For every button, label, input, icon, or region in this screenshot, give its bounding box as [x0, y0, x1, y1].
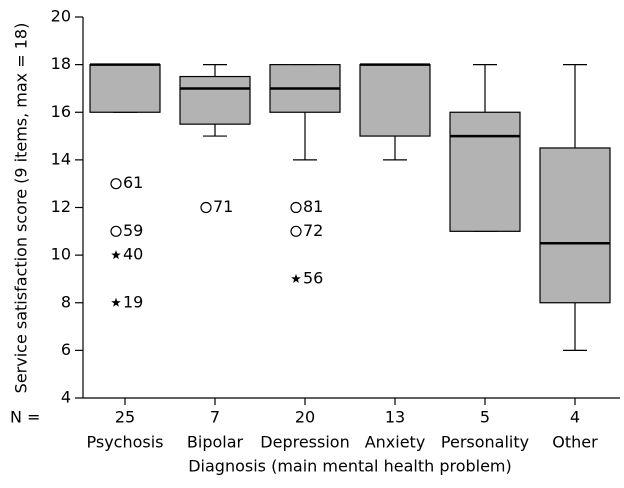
outlier-circle — [290, 201, 302, 214]
y-tick-label: 4 — [61, 388, 71, 407]
outlier-label: 56 — [303, 268, 323, 287]
outlier-label: 19 — [123, 292, 143, 311]
n-value: 7 — [210, 408, 220, 427]
box — [89, 64, 161, 113]
outlier-circle — [110, 178, 122, 190]
outlier-circle — [110, 225, 122, 237]
n-value: 20 — [295, 408, 315, 427]
outlier-label: 61 — [123, 173, 143, 192]
y-tick-label: 16 — [51, 102, 71, 121]
y-axis-label: Service satisfaction score (9 items, max… — [12, 23, 31, 394]
outlier-star — [111, 297, 121, 307]
outlier-label: 71 — [213, 197, 233, 216]
x-axis-label: Diagnosis (main mental health problem) — [188, 457, 512, 476]
x-tick-label: Personality — [441, 433, 529, 452]
n-value: 4 — [570, 408, 580, 427]
outlier-star — [111, 250, 121, 260]
outlier-label: 59 — [123, 221, 143, 240]
box — [179, 75, 251, 125]
x-tick-label: Bipolar — [187, 433, 244, 452]
n-label: N = — [10, 408, 40, 427]
y-tick-label: 18 — [51, 54, 71, 73]
x-tick-label: Psychosis — [86, 433, 163, 452]
n-value: 25 — [115, 408, 135, 427]
box — [359, 64, 431, 137]
outlier-label: 40 — [123, 245, 143, 264]
box — [449, 111, 521, 232]
outlier-label: 72 — [303, 221, 323, 240]
y-tick-label: 14 — [51, 149, 71, 168]
x-tick-label: Other — [552, 433, 598, 452]
outlier-star — [291, 273, 301, 283]
y-tick-label: 6 — [61, 340, 71, 359]
y-tick-label: 20 — [51, 7, 71, 26]
x-tick-label: Anxiety — [365, 433, 426, 452]
x-tick-label: Depression — [260, 433, 349, 452]
y-tick-label: 8 — [61, 292, 71, 311]
n-value: 5 — [480, 408, 490, 427]
y-tick-label: 12 — [51, 197, 71, 216]
box — [539, 147, 611, 304]
outlier-label: 81 — [303, 197, 323, 216]
n-value: 13 — [385, 408, 405, 427]
outlier-circle — [290, 225, 302, 237]
y-tick-label: 10 — [51, 245, 71, 264]
outlier-circle — [200, 201, 212, 214]
